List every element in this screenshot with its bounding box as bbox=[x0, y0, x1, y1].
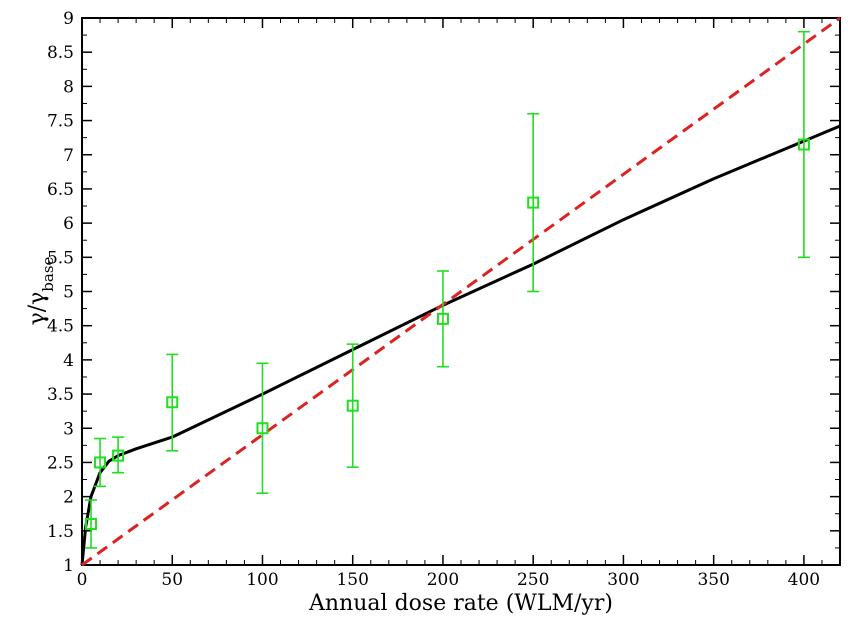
y-tick-label: 8.5 bbox=[47, 43, 74, 63]
data-marker bbox=[112, 449, 125, 462]
data-point bbox=[112, 436, 125, 474]
y-tick-label: 1.5 bbox=[47, 522, 74, 542]
x-tick-label: 400 bbox=[788, 570, 820, 590]
x-tick-label: 300 bbox=[607, 570, 639, 590]
x-tick-label: 250 bbox=[517, 570, 549, 590]
y-tick-label: 3.5 bbox=[47, 385, 74, 405]
y-tick-label: 6.5 bbox=[47, 180, 74, 200]
data-marker bbox=[527, 196, 540, 209]
y-tick-label: 8 bbox=[63, 77, 74, 97]
data-point bbox=[94, 437, 107, 488]
x-axis-title: Annual dose rate (WLM/yr) bbox=[308, 591, 613, 616]
y-tick-labels: 1 1.5 2 2.5 3 3.5 4 4.5 5 5.5 6 6.5 7 7.5 8 8.5 9 bbox=[47, 9, 74, 576]
data-marker bbox=[436, 312, 449, 325]
x-tick-label: 200 bbox=[427, 570, 459, 590]
y-axis-title: γ/γbase bbox=[25, 256, 57, 325]
y-tick-label: 4 bbox=[63, 351, 74, 371]
data-point bbox=[166, 353, 179, 452]
data-point bbox=[797, 30, 810, 259]
y-tick-label: 9 bbox=[63, 9, 74, 29]
solid-fit-line bbox=[80, 124, 841, 566]
data-marker bbox=[797, 138, 810, 151]
y-tick-label: 7 bbox=[63, 146, 74, 166]
y-tick-label: 5 bbox=[63, 283, 74, 303]
x-tick-label: 50 bbox=[161, 570, 183, 590]
y-axis-title-sub: base bbox=[39, 256, 57, 291]
y-tick-label: 5.5 bbox=[47, 248, 74, 268]
data-marker bbox=[85, 517, 98, 530]
y-tick-label: 1 bbox=[63, 556, 74, 576]
y-tick-label: 4.5 bbox=[47, 317, 74, 337]
data-point bbox=[436, 270, 449, 368]
x-tick-label: 350 bbox=[697, 570, 729, 590]
data-point bbox=[256, 362, 269, 495]
data-marker bbox=[346, 399, 359, 412]
data-point bbox=[85, 499, 98, 549]
x-tick-label: 150 bbox=[336, 570, 368, 590]
y-tick-label: 7.5 bbox=[47, 112, 74, 132]
x-tick-label: 0 bbox=[77, 570, 88, 590]
y-axis-title-main: γ/γ bbox=[25, 292, 50, 326]
y-tick-label: 3 bbox=[63, 419, 74, 439]
data-point bbox=[346, 343, 359, 469]
x-tick-label: 100 bbox=[246, 570, 278, 590]
data-marker bbox=[256, 422, 269, 435]
data-marker bbox=[166, 396, 179, 409]
data-point bbox=[527, 112, 540, 293]
data-marker bbox=[94, 456, 107, 469]
y-tick-label: 2 bbox=[63, 488, 74, 508]
y-tick-label: 6 bbox=[63, 214, 74, 234]
svg-text:γ/γbase: γ/γbase bbox=[25, 256, 57, 325]
x-tick-labels: 0 50 100 150 200 250 300 350 400 bbox=[77, 570, 821, 590]
y-tick-label: 2.5 bbox=[47, 453, 74, 473]
series-layer bbox=[80, 16, 841, 567]
dashed-fit-line bbox=[81, 16, 841, 567]
